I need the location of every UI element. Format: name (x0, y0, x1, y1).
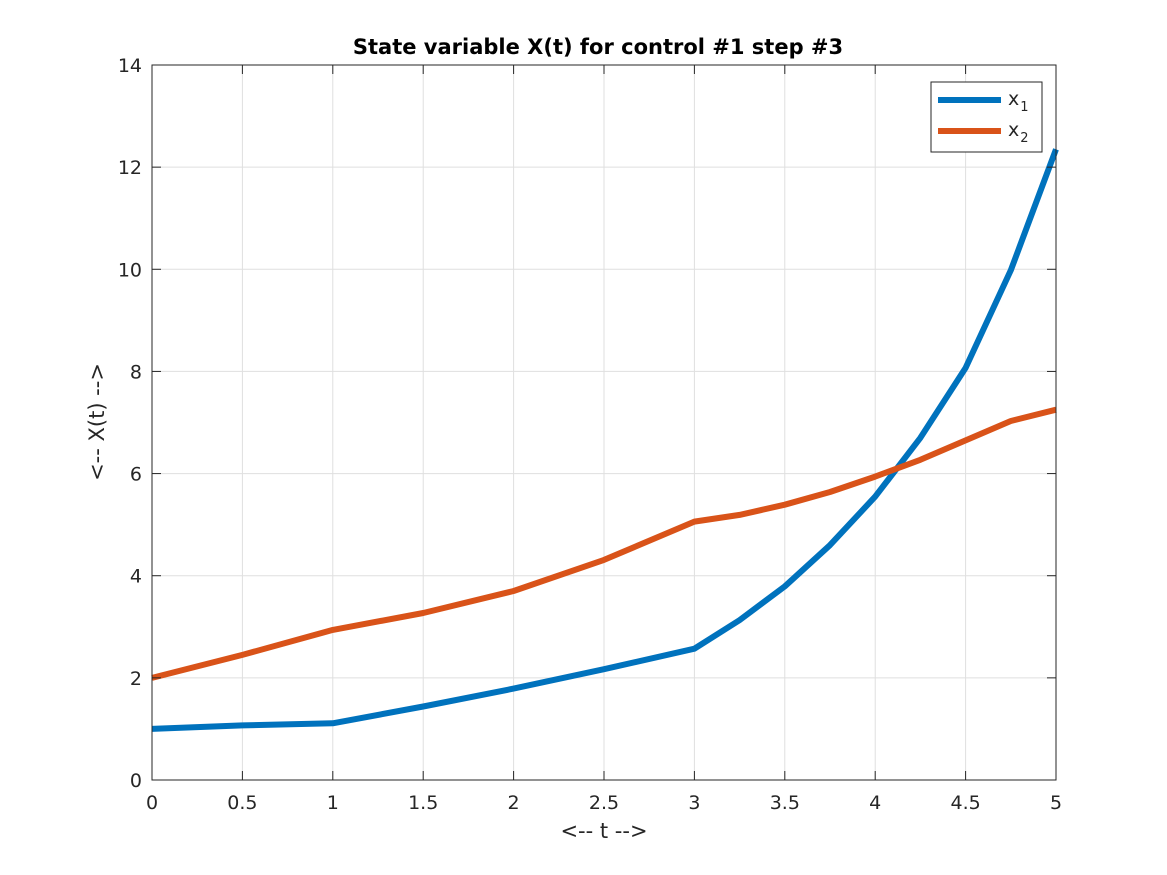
x-axis-label: <-- t --> (560, 819, 647, 843)
x-tick-label: 0.5 (227, 792, 257, 814)
y-tick-label: 12 (118, 157, 142, 179)
x-tick-label: 1 (327, 792, 339, 814)
x-tick-label: 4.5 (950, 792, 980, 814)
x-tick-label: 5 (1050, 792, 1062, 814)
y-tick-label: 8 (130, 361, 142, 383)
x-tick-label: 1.5 (408, 792, 438, 814)
y-tick-label: 6 (130, 464, 142, 486)
y-tick-label: 10 (118, 259, 142, 281)
y-tick-label: 0 (130, 770, 142, 792)
x-tick-label: 2.5 (589, 792, 619, 814)
y-tick-label: 14 (118, 55, 142, 77)
legend-box (930, 81, 1043, 153)
x-tick-label: 2 (508, 792, 520, 814)
x-tick-label: 3.5 (770, 792, 800, 814)
series-lines (151, 148, 1059, 732)
x-tick-label: 3 (688, 792, 700, 814)
y-tick-label: 2 (130, 668, 142, 690)
series-line-x2 (151, 406, 1057, 681)
series-line-x1 (151, 148, 1059, 732)
y-axis-label: <-- X(t) --> (85, 363, 109, 481)
chart-title: State variable X(t) for control #1 step … (353, 35, 843, 59)
y-tick-label: 4 (130, 566, 142, 588)
x-tick-label: 0 (146, 792, 158, 814)
axis-ticks: 0 0.5 1 1.5 2 2.5 3 3.5 4 4.5 5 0 2 4 6 8 10 12 14 (118, 55, 1062, 814)
x-tick-label: 4 (869, 792, 881, 814)
